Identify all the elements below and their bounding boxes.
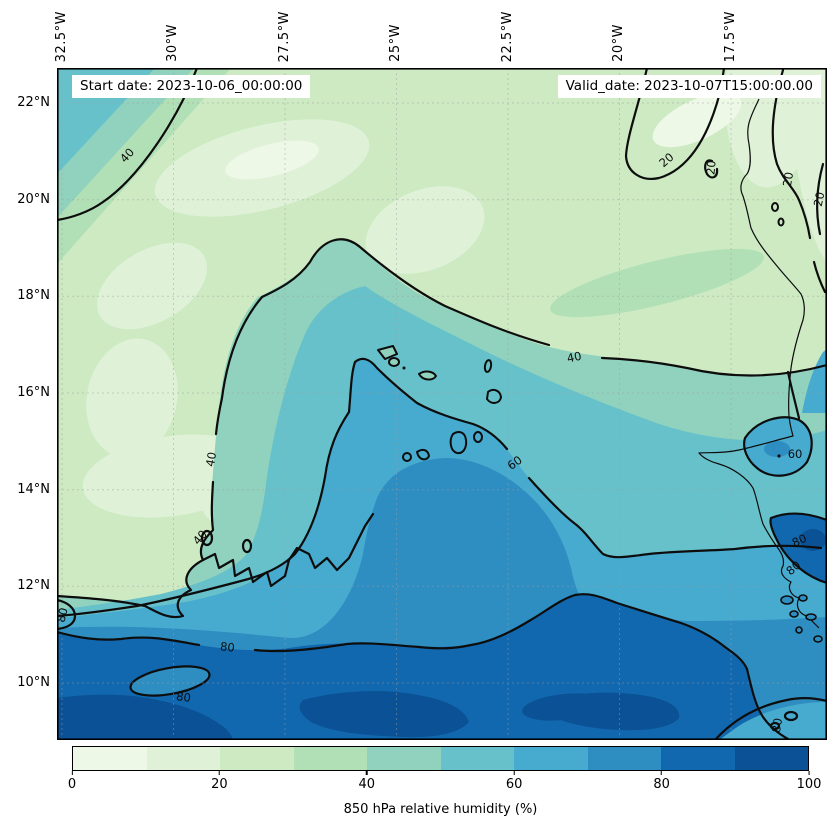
lat-tick-16n: 16°N <box>17 385 50 400</box>
humidity-contour-map: 40 20 20 20 20 40 40 40 60 60 80 80 80 8… <box>57 68 827 740</box>
colorbar-segment <box>293 747 367 770</box>
colorbar-segment <box>367 747 441 770</box>
contour-label: 20 <box>780 171 796 188</box>
bijagos-islands <box>780 594 823 643</box>
lon-tick-32-5w: 32.5°W <box>54 10 69 62</box>
contour-lines <box>57 68 827 740</box>
colorbar-segment <box>146 747 220 770</box>
colorbar-tick-80: 80 <box>653 771 670 792</box>
contour-label: 80 <box>175 689 191 705</box>
map-plot: 40 20 20 20 20 40 40 40 60 60 80 80 80 8… <box>57 68 827 740</box>
valid-date-annotation: Valid_date: 2023-10-07T15:00:00.00 <box>557 75 821 98</box>
contour-label: 80 <box>219 639 235 654</box>
lon-tick-25w: 25°W <box>388 24 403 62</box>
colorbar-segment <box>514 747 588 770</box>
contour-label: 80 <box>769 717 785 734</box>
colorbar-segment <box>73 747 147 770</box>
colorbar-ticks: 0 20 40 60 80 100 <box>68 771 821 801</box>
filled-contours <box>57 68 827 740</box>
colorbar-tick-20: 20 <box>211 771 228 792</box>
colorbar-tick-100: 100 <box>797 771 821 792</box>
lon-tick-22-5w: 22.5°W <box>500 10 515 62</box>
lat-tick-10n: 10°N <box>17 675 50 690</box>
start-date-annotation: Start date: 2023-10-06_00:00:00 <box>72 75 311 98</box>
colorbar-segment <box>587 747 661 770</box>
colorbar-segment <box>734 747 808 770</box>
colorbar-segment <box>440 747 514 770</box>
colorbar-segment <box>661 747 735 770</box>
colorbar-tick-60: 60 <box>506 771 522 792</box>
lon-tick-17-5w: 17.5°W <box>723 10 738 62</box>
lon-tick-30w: 30°W <box>165 24 180 62</box>
lon-tick-27-5w: 27.5°W <box>277 10 292 62</box>
lat-tick-12n: 12°N <box>17 578 50 593</box>
colorbar-tick-0: 0 <box>68 771 76 792</box>
contour-label: 20 <box>811 191 827 208</box>
lat-tick-22n: 22°N <box>17 95 50 110</box>
colorbar-tick-40: 40 <box>359 771 375 792</box>
lat-tick-14n: 14°N <box>17 482 50 497</box>
colorbar-segment <box>220 747 294 770</box>
colorbar-label: 850 hPa relative humidity (%) <box>343 802 538 817</box>
contour-label: 80 <box>790 531 809 550</box>
contour-label: 60 <box>505 453 525 473</box>
colorbar <box>72 746 809 771</box>
lon-tick-20w: 20°W <box>611 24 626 62</box>
gridlines <box>57 68 827 740</box>
cape-verde-islands <box>377 345 502 462</box>
contour-label: 40 <box>203 451 219 468</box>
contour-label: 80 <box>57 606 71 624</box>
contour-label: 40 <box>566 349 583 366</box>
axes-frame <box>57 68 827 740</box>
contour-label: 20 <box>703 160 718 176</box>
lat-tick-20n: 20°N <box>17 192 50 207</box>
coastline <box>698 98 820 629</box>
contour-label: 60 <box>788 447 803 461</box>
lat-tick-18n: 18°N <box>17 288 50 303</box>
